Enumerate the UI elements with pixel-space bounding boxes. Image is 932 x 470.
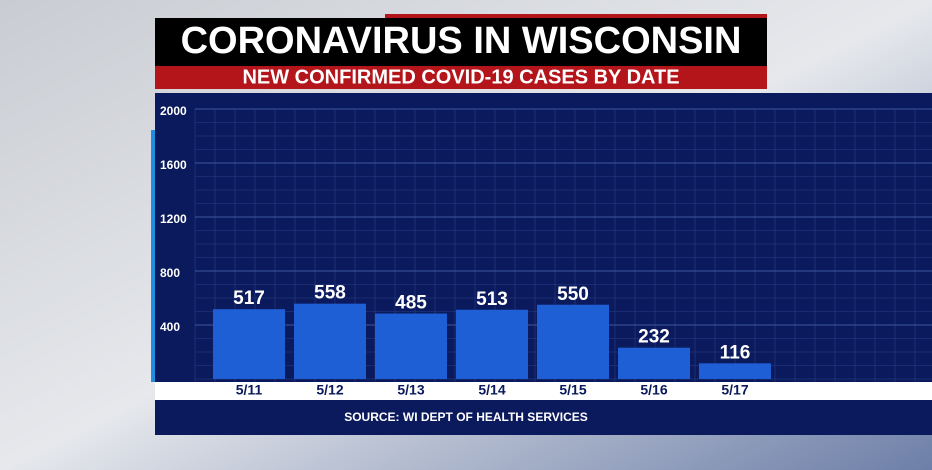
bar bbox=[213, 309, 285, 379]
y-tick-label: 1600 bbox=[160, 158, 187, 172]
date-strip bbox=[155, 382, 932, 400]
bar bbox=[456, 309, 528, 379]
x-tick-label: 5/15 bbox=[559, 382, 586, 398]
value-label: 517 bbox=[233, 288, 265, 309]
x-tick-label: 5/11 bbox=[236, 382, 263, 398]
subtitle-box bbox=[155, 66, 767, 89]
value-label: 550 bbox=[557, 284, 589, 305]
y-tick-label: 800 bbox=[160, 266, 180, 280]
bar bbox=[375, 313, 447, 379]
value-label: 513 bbox=[476, 289, 508, 310]
y-tick-label: 400 bbox=[160, 320, 180, 334]
value-label: 116 bbox=[720, 342, 751, 363]
title-accent bbox=[385, 14, 767, 18]
left-accent bbox=[151, 130, 155, 382]
value-label: 558 bbox=[314, 283, 346, 304]
bar bbox=[537, 304, 609, 379]
chart-subtitle: NEW CONFIRMED COVID-19 CASES BY DATE bbox=[242, 66, 679, 88]
x-tick-label: 5/13 bbox=[397, 382, 424, 398]
x-tick-label: 5/17 bbox=[721, 382, 748, 398]
x-tick-label: 5/14 bbox=[478, 382, 505, 398]
value-label: 232 bbox=[638, 327, 670, 348]
bar bbox=[699, 363, 771, 379]
bar bbox=[294, 303, 366, 379]
source: SOURCE: WI DEPT OF HEALTH SERVICES bbox=[344, 410, 588, 424]
chart-title: CORONAVIRUS IN WISCONSIN bbox=[181, 20, 742, 62]
x-tick-label: 5/12 bbox=[316, 382, 343, 398]
value-label: 485 bbox=[395, 293, 427, 314]
bar bbox=[618, 347, 690, 379]
x-tick-label: 5/16 bbox=[640, 382, 667, 398]
y-tick-label: 1200 bbox=[160, 212, 187, 226]
title-box bbox=[155, 18, 767, 66]
y-tick-label: 2000 bbox=[160, 104, 187, 118]
